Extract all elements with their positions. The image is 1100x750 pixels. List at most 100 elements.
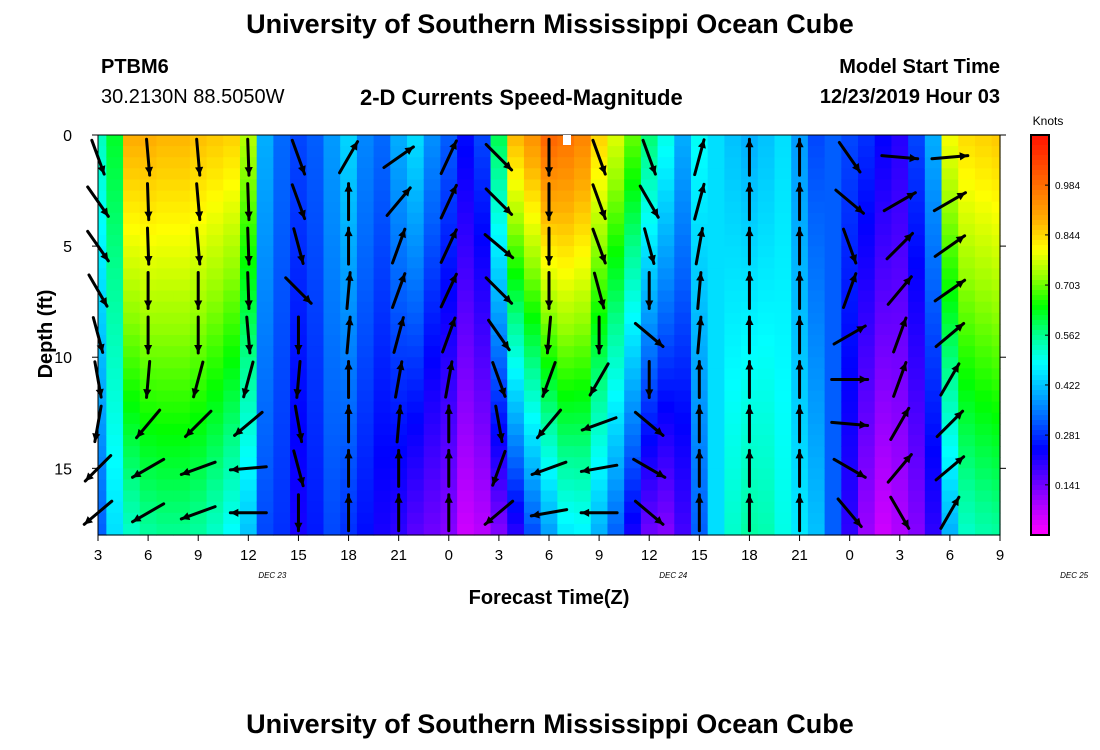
heatmap-cell — [490, 346, 508, 358]
heatmap-cell — [473, 401, 492, 414]
heatmap-cell — [607, 168, 625, 181]
current-vector — [439, 228, 458, 264]
heatmap-cell — [540, 368, 558, 381]
current-vector — [292, 449, 305, 488]
colorbar-segment — [1031, 525, 1049, 531]
heatmap-cell — [707, 323, 725, 336]
heatmap-cell — [757, 401, 776, 414]
heatmap-cell — [123, 357, 141, 369]
heatmap-cell — [407, 157, 425, 169]
heatmap-cell — [958, 257, 976, 269]
heatmap-cell — [858, 212, 876, 225]
heatmap-cell — [206, 390, 224, 403]
heatmap-cell — [473, 512, 492, 525]
current-vector — [889, 406, 911, 441]
heatmap-cell — [323, 279, 341, 292]
heatmap-cell — [941, 457, 959, 469]
colorbar-unit: Knots — [1033, 114, 1064, 128]
y-tick-label: 5 — [63, 239, 72, 256]
heatmap-cell — [590, 212, 609, 225]
heatmap-cell — [590, 246, 609, 258]
heatmap-cell — [908, 512, 926, 525]
heatmap-cell — [941, 323, 959, 336]
heatmap-cell — [306, 368, 325, 381]
heatmap-cell — [724, 357, 742, 369]
heatmap-cell — [239, 435, 258, 447]
heatmap-cell — [507, 323, 525, 336]
heatmap-cell — [173, 368, 191, 381]
heatmap-cell — [690, 135, 709, 147]
heatmap-cell — [640, 312, 659, 325]
heatmap-cell — [991, 468, 1001, 481]
heatmap-cell — [557, 412, 575, 425]
heatmap-cell — [858, 257, 876, 269]
heatmap-cell — [390, 301, 408, 314]
colorbar-segment — [1031, 205, 1049, 211]
heatmap-cell — [473, 168, 492, 181]
heatmap-cell — [523, 246, 542, 258]
heatmap-cell — [757, 290, 776, 303]
heatmap-cell — [256, 235, 274, 247]
colorbar-tick-label: 0.422 — [1055, 381, 1080, 392]
current-vector — [344, 448, 353, 488]
heatmap-cell — [640, 146, 659, 158]
heatmap-cell — [991, 135, 1001, 147]
heatmap-cell — [256, 335, 274, 347]
heatmap-cell — [858, 412, 876, 425]
heatmap-cell — [173, 357, 191, 369]
heatmap-cell — [123, 490, 141, 503]
heatmap-cell — [239, 523, 258, 536]
heatmap-cell — [356, 301, 375, 314]
colorbar-segment — [1031, 325, 1049, 331]
heatmap-cell — [640, 401, 659, 414]
heatmap-cell — [423, 246, 442, 258]
heatmap-cell — [674, 423, 692, 436]
heatmap-cell — [206, 379, 224, 392]
heatmap-cell — [607, 157, 625, 169]
colorbar-segment — [1031, 140, 1049, 146]
current-vector — [830, 420, 870, 429]
heatmap-cell — [256, 279, 274, 292]
heatmap-cell — [958, 235, 976, 247]
heatmap-cell — [139, 446, 158, 458]
heatmap-cell — [440, 146, 458, 158]
heatmap-cell — [590, 479, 609, 492]
current-vector — [233, 410, 264, 437]
colorbar-segment — [1031, 440, 1049, 446]
heatmap-cell — [991, 368, 1001, 381]
heatmap-cell — [590, 446, 609, 458]
heatmap-cell — [757, 212, 776, 225]
heatmap-cell — [123, 201, 141, 214]
current-vector — [439, 139, 458, 176]
heatmap-cell — [724, 235, 742, 247]
heatmap-cell — [507, 246, 525, 258]
heatmap-cell — [874, 212, 893, 225]
heatmap-cell — [507, 523, 525, 536]
heatmap-cell — [407, 301, 425, 314]
heatmap-cell — [874, 523, 893, 536]
heatmap-cell — [640, 423, 659, 436]
heatmap-cell — [390, 246, 408, 258]
heatmap-cell — [256, 401, 274, 414]
current-vector — [293, 360, 302, 399]
heatmap-cell — [423, 468, 442, 481]
heatmap-cell — [958, 446, 976, 458]
heatmap-cell — [306, 157, 325, 169]
heatmap-cell — [356, 146, 375, 158]
heatmap-cell — [807, 457, 826, 469]
current-vector — [645, 271, 654, 311]
heatmap-cell — [707, 523, 725, 536]
colorbar-segment — [1031, 270, 1049, 276]
x-tick-label: 6 — [144, 547, 152, 564]
heatmap-cell — [774, 157, 792, 169]
current-vector — [344, 404, 353, 444]
current-vector — [886, 275, 913, 306]
heatmap-cell — [640, 490, 659, 503]
heatmap-cell — [473, 357, 492, 369]
heatmap-cell — [106, 423, 124, 436]
heatmap-cell — [557, 212, 575, 225]
heatmap-cell — [423, 201, 442, 214]
heatmap-cell — [757, 235, 776, 247]
heatmap-cell — [98, 168, 107, 181]
heatmap-cell — [924, 190, 943, 203]
